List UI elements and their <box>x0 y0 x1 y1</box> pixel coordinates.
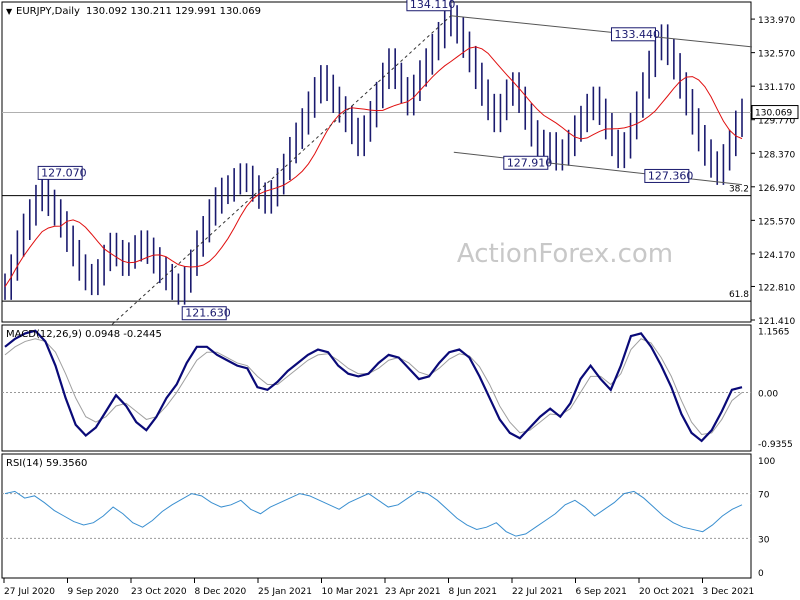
price-tick-label: 125.570 <box>758 217 795 227</box>
price-tick-label: 122.810 <box>758 283 795 293</box>
chart-header-ohlc: 130.092 130.211 129.991 130.069 <box>86 6 261 17</box>
moving-average-line <box>4 46 743 287</box>
x-tick-label: 6 Sep 2021 <box>576 587 627 597</box>
fib-label: 38.2 <box>729 185 749 195</box>
rsi-label: RSI(14) 59.3560 <box>6 458 87 469</box>
price-annotation-label: 133.440 <box>614 28 660 41</box>
price-annotation-label: 134.110 <box>410 0 456 11</box>
rsi-tick-label: 30 <box>758 535 770 545</box>
price-tick-label: 124.170 <box>758 251 795 261</box>
x-tick-label: 22 Jul 2021 <box>512 587 563 597</box>
macd-tick-label: 1.1565 <box>758 327 790 337</box>
macd-label: MACD(12,26,9) 0.0948 -0.2445 <box>6 329 162 340</box>
price-annotation-label: 127.360 <box>648 169 694 182</box>
price-tick-label: 126.970 <box>758 184 795 194</box>
price-annotation-label: 127.070 <box>41 166 87 179</box>
chart-header-symbol: EURJPY,Daily <box>16 6 80 17</box>
macd-tick-label: 0.00 <box>758 390 778 400</box>
macd-signal-line <box>4 338 743 436</box>
rsi-layer <box>2 490 751 539</box>
last-price-label: 130.069 <box>755 109 792 119</box>
macd-layer <box>2 329 751 443</box>
macd-panel <box>1 324 752 452</box>
price-tick-label: 132.570 <box>758 50 795 60</box>
lower-channel-line <box>453 151 743 186</box>
x-tick-label: 23 Oct 2020 <box>131 587 187 597</box>
macd-line <box>4 329 743 443</box>
x-tick-label: 10 Mar 2021 <box>322 587 379 597</box>
price-tick-label: 129.770 <box>758 117 795 127</box>
price-tick-label: 133.970 <box>758 16 795 26</box>
price-tick-label: 131.170 <box>758 83 795 93</box>
price-annotation-label: 127.910 <box>507 156 553 169</box>
price-annotation-box <box>503 155 549 170</box>
watermark: ActionForex.com <box>457 239 673 269</box>
rsi-tick-label: 70 <box>758 491 770 501</box>
rsi-tick-label: 0 <box>758 569 764 579</box>
price-annotation-box <box>610 27 656 42</box>
fib-label: 61.8 <box>729 290 749 300</box>
rsi-tick-label: 100 <box>758 457 775 467</box>
price-annotation-box <box>37 165 83 180</box>
axis-layer: 133.970 132.570 131.170 129.770 128.370 126.9… <box>3 16 799 597</box>
price-layer: 38.2 61.8 134.110 133.440 127.070 127.910 127.… <box>2 0 753 325</box>
x-tick-label: 25 Jan 2021 <box>258 587 312 597</box>
x-tick-label: 23 Apr 2021 <box>385 587 441 597</box>
macd-tick-label: -0.9355 <box>758 440 793 450</box>
x-tick-label: 27 Jul 2020 <box>4 587 55 597</box>
price-panel <box>1 1 752 323</box>
price-tick-label: 128.370 <box>758 150 795 160</box>
x-tick-label: 3 Dec 2021 <box>703 587 755 597</box>
price-annotation-box <box>644 168 690 183</box>
x-tick-label: 8 Jun 2021 <box>449 587 497 597</box>
price-tick-label: 121.410 <box>758 317 795 327</box>
rsi-panel <box>1 453 752 579</box>
price-annotation-box <box>181 306 227 321</box>
x-tick-label: 8 Dec 2020 <box>195 587 247 597</box>
rsi-line <box>4 490 743 537</box>
dropdown-arrow-icon[interactable]: ▼ <box>6 7 13 16</box>
last-price-tag <box>751 105 799 120</box>
upper-channel-line <box>450 15 753 48</box>
price-annotation-label: 121.630 <box>185 307 231 320</box>
dashed-trend-line <box>111 15 452 325</box>
x-tick-label: 20 Oct 2021 <box>639 587 695 597</box>
price-annotation-box <box>406 0 452 12</box>
x-tick-label: 9 Sep 2020 <box>68 587 120 597</box>
